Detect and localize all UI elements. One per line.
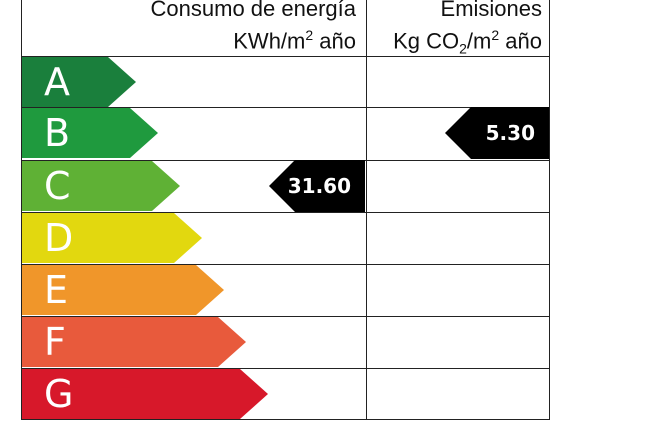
rating-arrow-a: A (22, 57, 136, 107)
rating-arrow-fill (22, 317, 246, 367)
rating-arrow-d: D (22, 213, 202, 263)
energy-value: 31.60 (287, 174, 351, 198)
grid-row-line (21, 56, 550, 57)
rating-letter: B (44, 111, 72, 155)
value-tag-fill (269, 160, 365, 212)
rating-arrow-c: C (22, 161, 180, 211)
rating-arrow-g: G (22, 369, 268, 419)
emissions-unit-mid: /m (466, 28, 492, 54)
rating-letter: E (44, 268, 70, 312)
emissions-value: 5.30 (485, 121, 535, 145)
energy-header-unit: KWh/m2 año (120, 22, 356, 54)
grid-row-line (21, 212, 550, 213)
emissions-value-tag: 5.30 (445, 107, 549, 159)
energy-tag-shape (269, 160, 365, 212)
energy-header-title: Consumo de energía (150, 0, 356, 21)
rating-arrow-shape (22, 265, 224, 315)
rating-arrow-fill (22, 108, 158, 158)
emissions-header-title: Emisiones (440, 0, 542, 21)
rating-letter: D (44, 216, 75, 260)
grid-row-line (21, 107, 550, 108)
grid-row-line (21, 160, 550, 161)
rating-arrow-fill (22, 161, 180, 211)
rating-arrow-e: E (22, 265, 224, 315)
grid-row-line (21, 264, 550, 265)
rating-arrow-fill (22, 369, 268, 419)
rating-letter: G (44, 372, 75, 416)
emissions-unit-text: Kg CO (393, 28, 460, 54)
rating-arrow-shape (22, 57, 136, 107)
rating-letter: A (44, 60, 71, 104)
rating-arrow-shape (22, 369, 268, 419)
energy-consumption-header: Consumo de energía KWh/m2 año (120, 0, 356, 54)
rating-arrow-b: B (22, 108, 158, 158)
rating-arrow-shape (22, 213, 202, 263)
rating-letter: F (44, 320, 67, 364)
rating-arrow-shape (22, 161, 180, 211)
emissions-header: Emisiones Kg CO2/m2 año (368, 0, 542, 62)
grid-row-line (21, 316, 550, 317)
rating-arrow-fill (22, 57, 136, 107)
rating-arrow-f: F (22, 317, 246, 367)
value-tag-fill (445, 107, 549, 159)
energy-unit-text: KWh/m (233, 28, 306, 54)
rating-arrow-fill (22, 213, 202, 263)
emissions-unit-sub: 2 (459, 40, 467, 57)
rating-arrow-fill (22, 265, 224, 315)
grid-row-line (21, 368, 550, 369)
rating-arrow-shape (22, 108, 158, 158)
grid-bottom-border (21, 419, 550, 420)
rating-arrow-shape (22, 317, 246, 367)
rating-letter: C (44, 164, 72, 208)
grid-right-border (549, 0, 550, 420)
grid-column-divider (366, 0, 367, 420)
emissions-unit-suffix: año (499, 28, 542, 54)
emissions-header-unit: Kg CO2/m2 año (368, 22, 542, 62)
emissions-unit-sup: 2 (491, 27, 500, 43)
grid-left-border (21, 0, 22, 420)
energy-unit-sup: 2 (305, 27, 314, 43)
energy-unit-suffix: año (313, 28, 356, 54)
emissions-tag-shape (445, 107, 549, 159)
energy-value-tag: 31.60 (269, 160, 365, 212)
